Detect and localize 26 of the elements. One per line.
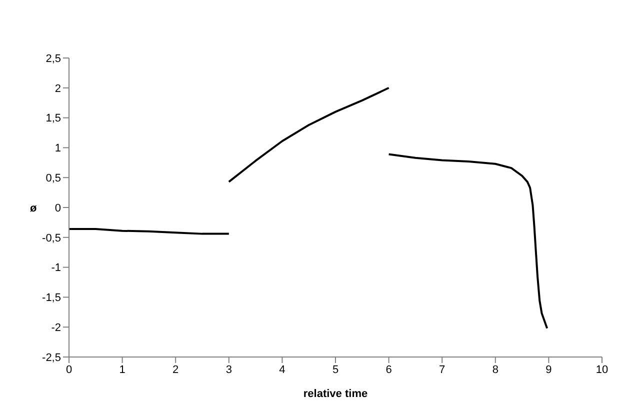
y-tick-label: -2 — [51, 322, 61, 334]
x-tick-label: 7 — [439, 364, 446, 376]
y-tick-label: 1,5 — [46, 112, 61, 125]
line-series — [228, 86, 390, 183]
x-tick-label: 0 — [66, 364, 72, 376]
x-tick-label: 5 — [332, 364, 339, 376]
x-tick-label: 2 — [172, 364, 179, 376]
x-tick-label: 4 — [279, 364, 286, 376]
x-tick-label: 1 — [119, 364, 126, 376]
y-tick-label: 2,5 — [46, 52, 61, 65]
x-tick-label: 9 — [546, 364, 552, 376]
y-tick-label: -1,5 — [42, 292, 61, 304]
line-series — [388, 153, 548, 330]
x-tick-label: 6 — [386, 364, 392, 376]
y-axis-title: ø — [30, 202, 37, 214]
y-tick-label: 2 — [54, 82, 61, 95]
y-tick-label: -0,5 — [42, 232, 61, 244]
y-tick-label: 1 — [54, 142, 61, 155]
y-tick-label: -1 — [51, 262, 61, 274]
x-tick-label: 10 — [596, 364, 608, 376]
x-axis-title: relative time — [303, 388, 368, 400]
y-tick-label: 0,5 — [46, 172, 61, 185]
y-tick-label: -2,5 — [42, 352, 61, 364]
x-tick-label: 3 — [226, 364, 232, 376]
x-tick-label: 8 — [492, 364, 498, 376]
y-tick-label: 0 — [54, 202, 61, 214]
